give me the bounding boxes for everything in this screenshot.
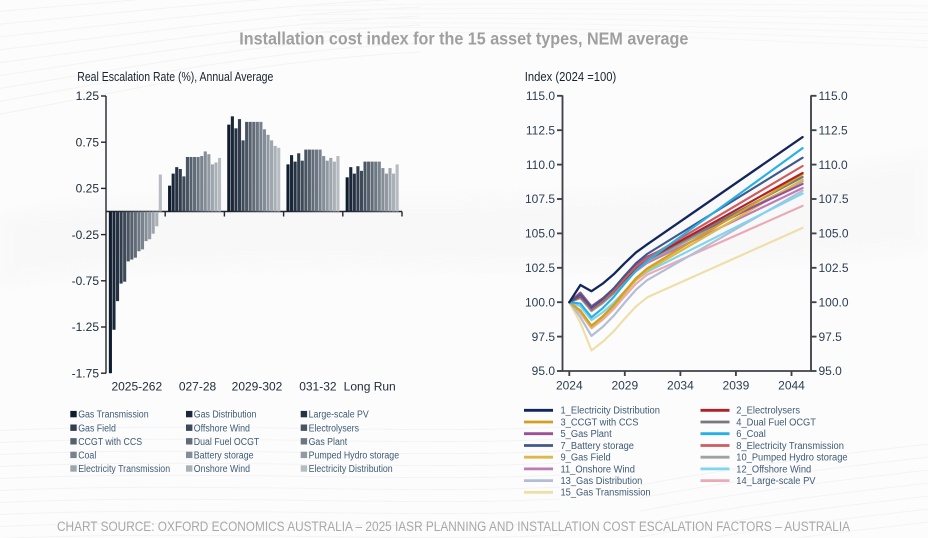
svg-text:Offshore Wind: Offshore Wind xyxy=(194,423,250,434)
svg-text:115.0: 115.0 xyxy=(819,89,848,103)
svg-text:6_Coal: 6_Coal xyxy=(736,429,766,440)
svg-text:Gas Plant: Gas Plant xyxy=(309,437,348,448)
svg-text:Battery storage: Battery storage xyxy=(194,451,254,462)
svg-text:102.5: 102.5 xyxy=(525,261,555,275)
svg-text:1.25: 1.25 xyxy=(76,89,100,103)
svg-text:Dual Fuel OCGT: Dual Fuel OCGT xyxy=(194,437,259,448)
svg-text:112.5: 112.5 xyxy=(526,123,555,137)
svg-text:13_Gas Distribution: 13_Gas Distribution xyxy=(561,476,643,487)
svg-text:100.0: 100.0 xyxy=(819,295,849,309)
svg-text:031-32: 031-32 xyxy=(299,380,337,394)
svg-text:9_Gas Field: 9_Gas Field xyxy=(561,453,611,464)
svg-text:110.0: 110.0 xyxy=(819,158,848,172)
svg-text:2044: 2044 xyxy=(778,379,805,393)
svg-text:Installation cost index for th: Installation cost index for the 15 asset… xyxy=(239,29,688,49)
svg-text:8_Electricity Transmission: 8_Electricity Transmission xyxy=(736,441,844,452)
svg-text:110.0: 110.0 xyxy=(526,158,555,172)
svg-text:CHART SOURCE: OXFORD ECONOMICS: CHART SOURCE: OXFORD ECONOMICS AUSTRALIA… xyxy=(57,519,850,534)
svg-text:115.0: 115.0 xyxy=(526,89,555,103)
svg-text:027-28: 027-28 xyxy=(179,380,217,394)
svg-text:Long Run: Long Run xyxy=(344,380,396,394)
svg-text:2025-262: 2025-262 xyxy=(111,380,162,394)
svg-text:Gas Field: Gas Field xyxy=(78,423,116,434)
svg-text:2029: 2029 xyxy=(611,379,638,393)
svg-text:112.5: 112.5 xyxy=(819,123,848,137)
svg-text:Pumped Hydro storage: Pumped Hydro storage xyxy=(309,451,400,462)
svg-text:CCGT with CCS: CCGT with CCS xyxy=(78,437,142,448)
svg-text:Electrolysers: Electrolysers xyxy=(309,423,359,434)
svg-text:Large-scale PV: Large-scale PV xyxy=(309,410,369,421)
svg-text:0.75: 0.75 xyxy=(76,135,100,149)
svg-text:97.5: 97.5 xyxy=(532,330,556,344)
svg-text:2039: 2039 xyxy=(723,379,750,393)
svg-text:Coal: Coal xyxy=(78,451,96,462)
svg-text:107.5: 107.5 xyxy=(525,192,555,206)
svg-text:2024: 2024 xyxy=(556,379,583,393)
svg-text:102.5: 102.5 xyxy=(819,261,849,275)
svg-text:2034: 2034 xyxy=(667,379,694,393)
svg-text:Electricity Distribution: Electricity Distribution xyxy=(309,464,393,475)
svg-text:3_CCGT with CCS: 3_CCGT with CCS xyxy=(561,417,640,428)
svg-text:-1.25: -1.25 xyxy=(72,320,100,334)
svg-text:107.5: 107.5 xyxy=(819,192,849,206)
svg-text:105.0: 105.0 xyxy=(819,227,849,241)
svg-text:10_Pumped Hydro storage: 10_Pumped Hydro storage xyxy=(736,453,847,464)
svg-text:Gas Distribution: Gas Distribution xyxy=(194,410,257,421)
svg-text:Gas Transmission: Gas Transmission xyxy=(78,410,148,421)
svg-text:95.0: 95.0 xyxy=(532,364,556,378)
svg-text:-0.75: -0.75 xyxy=(72,274,100,288)
svg-text:105.0: 105.0 xyxy=(525,227,555,241)
svg-text:2029-302: 2029-302 xyxy=(232,380,283,394)
svg-text:14_Large-scale PV: 14_Large-scale PV xyxy=(736,476,816,487)
svg-text:Electricity Transmission: Electricity Transmission xyxy=(78,464,170,475)
svg-text:15_Gas Transmission: 15_Gas Transmission xyxy=(561,488,651,499)
svg-text:-1.75: -1.75 xyxy=(72,366,100,380)
svg-text:1_Electricity Distribution: 1_Electricity Distribution xyxy=(561,406,660,417)
svg-text:5_Gas Plant: 5_Gas Plant xyxy=(561,429,612,440)
svg-text:Index (2024 =100): Index (2024 =100) xyxy=(525,70,617,84)
svg-text:Onshore Wind: Onshore Wind xyxy=(194,464,250,475)
svg-text:100.0: 100.0 xyxy=(525,295,555,309)
svg-text:Real Escalation Rate (%), Annu: Real Escalation Rate (%), Annual Average xyxy=(77,70,273,84)
svg-text:95.0: 95.0 xyxy=(819,364,843,378)
svg-text:12_Offshore Wind: 12_Offshore Wind xyxy=(736,464,811,475)
svg-text:11_Onshore Wind: 11_Onshore Wind xyxy=(561,464,635,475)
svg-text:0.25: 0.25 xyxy=(76,182,100,196)
svg-text:7_Battery storage: 7_Battery storage xyxy=(561,441,635,452)
svg-text:4_Dual Fuel OCGT: 4_Dual Fuel OCGT xyxy=(736,417,816,428)
svg-text:97.5: 97.5 xyxy=(819,330,843,344)
svg-text:2_Electrolysers: 2_Electrolysers xyxy=(736,406,800,417)
svg-text:-0.25: -0.25 xyxy=(72,228,100,242)
